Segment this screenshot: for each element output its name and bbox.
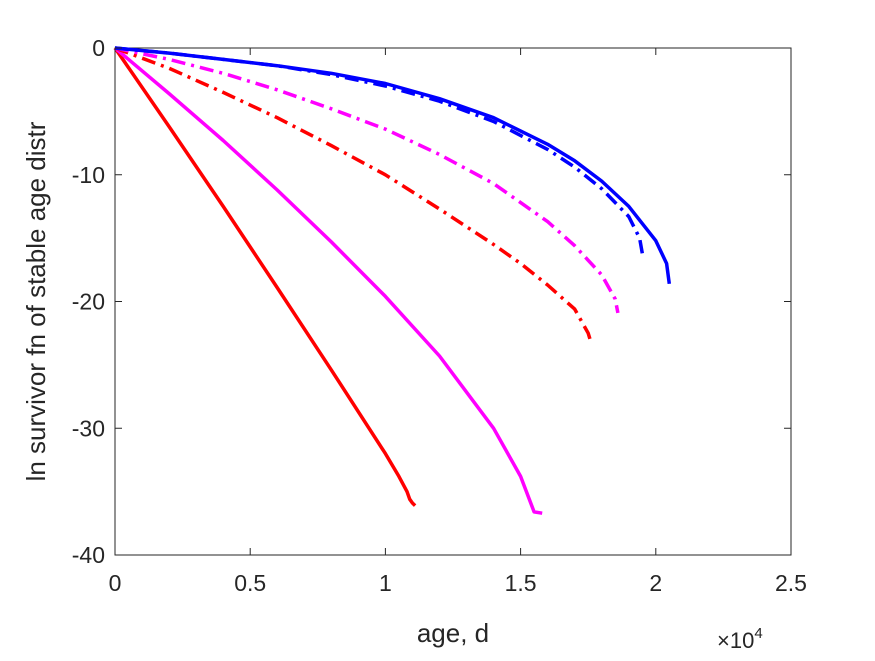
y-tick-label: 0 [92, 35, 105, 61]
x-tick-label: 0 [109, 570, 122, 596]
y-tick-label: -40 [72, 542, 105, 568]
series-layer [113, 46, 672, 515]
x-tick-label: 1 [379, 570, 392, 596]
x-tick-label: 0.5 [234, 570, 266, 596]
x-axis-label: age, d [417, 618, 489, 648]
x-tick-label: 1.5 [505, 570, 537, 596]
x-tick-label: 2 [649, 570, 662, 596]
x-axis-exponent: ×104 [717, 625, 763, 653]
series-line-6 [114, 46, 672, 285]
series-line-1 [113, 47, 417, 507]
series-line-2 [113, 46, 543, 515]
y-tick-label: -10 [72, 162, 105, 188]
ticks-layer: 0 0.5 1 1.5 2 2.5 0 -10 -20 -30 -40 [72, 35, 807, 596]
y-tick-label: -20 [72, 289, 105, 315]
x-tick-label: 2.5 [775, 570, 807, 596]
plot-area [114, 47, 792, 556]
y-tick-label: -30 [72, 415, 105, 441]
series-line-3 [114, 46, 593, 343]
y-axis-label: ln survivor fn of stable age distr [21, 121, 51, 481]
